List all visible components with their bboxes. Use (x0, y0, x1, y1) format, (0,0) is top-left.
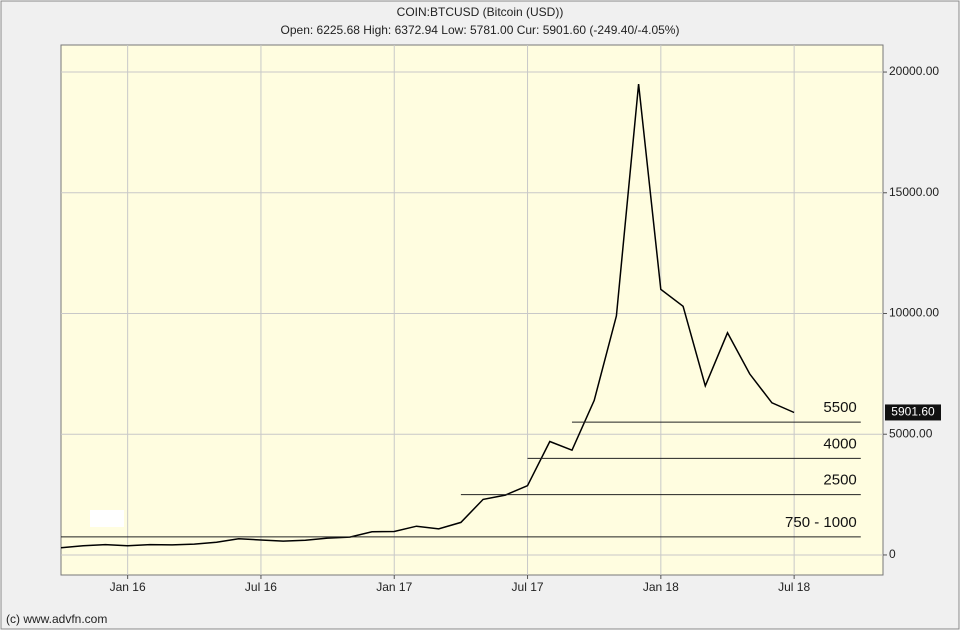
y-tick-label: 0 (889, 547, 896, 561)
y-tick-label: 20000.00 (889, 64, 939, 78)
blank-box (90, 510, 124, 527)
x-tick-label: Jul 16 (245, 580, 277, 594)
y-tick-label: 10000.00 (889, 306, 939, 320)
footer: (c) www.advfn.com (6, 612, 107, 626)
plot-area (60, 44, 884, 576)
chart-title: COIN:BTCUSD (Bitcoin (USD)) (397, 5, 564, 19)
chart-subtitle: Open: 6225.68 High: 6372.94 Low: 5781.00… (281, 23, 680, 37)
current-box (885, 404, 941, 421)
x-tick-label: Jan 16 (110, 580, 146, 594)
x-tick-label: Jan 17 (376, 580, 412, 594)
y-tick-label: 15000.00 (889, 185, 939, 199)
y-tick-label: 5000.00 (889, 426, 933, 440)
x-tick-label: Jul 17 (512, 580, 544, 594)
level-label: 750 - 1000 (785, 514, 857, 531)
level-label: 2500 (823, 472, 856, 489)
level-label: 4000 (823, 435, 856, 452)
x-tick-label: Jan 18 (643, 580, 679, 594)
level-label: 5500 (823, 399, 856, 416)
price-line (60, 84, 795, 549)
current-label: 5901.60 (891, 405, 935, 419)
x-tick-label: Jul 18 (778, 580, 810, 594)
